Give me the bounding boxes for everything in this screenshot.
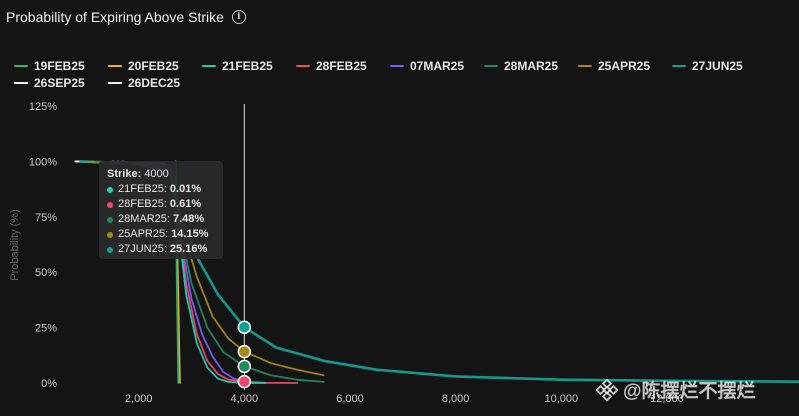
legend-swatch [14,65,28,67]
tooltip-label: 27JUN25: [118,243,167,255]
legend-item-07mar25[interactable]: 07MAR25 [390,59,484,73]
legend-swatch [296,65,310,67]
watermark: @陈摆烂不摆烂 [596,376,756,403]
legend-label: 28FEB25 [316,59,367,73]
legend-label: 20FEB25 [128,59,179,73]
legend-item-21feb25[interactable]: 21FEB25 [202,59,296,73]
y-tick-label: 100% [29,156,57,168]
legend-item-28mar25[interactable]: 28MAR25 [484,59,578,73]
legend-swatch [108,82,122,84]
x-tick-label: 8,000 [442,393,470,405]
tooltip-value: 14.15% [171,228,209,240]
legend-label: 07MAR25 [410,59,465,73]
y-axis-label: Probability (%) [9,209,21,281]
legend-swatch [672,65,686,67]
tooltip-dot [107,231,113,238]
legend: 19FEB25 20FEB25 21FEB25 28FEB25 07MAR25 28MAR… [14,59,784,90]
tooltip-row-27jun25: 27JUN25: 25.16% [107,242,215,257]
y-tick-label: 25% [35,323,57,335]
legend-item-19feb25[interactable]: 19FEB25 [14,59,108,73]
tooltip-row-25apr25: 25APR25: 14.15% [107,227,215,242]
tooltip-label: 28FEB25: [118,198,167,210]
tooltip-dot [107,216,113,223]
tooltip-strike-label: Strike: [107,168,142,180]
legend-swatch [484,65,498,67]
chart-header: Probability of Expiring Above Strike i [6,9,246,25]
legend-swatch [14,82,28,84]
tooltip-label: 28MAR25: [118,213,170,225]
y-tick-label: 50% [35,267,57,279]
y-tick-label: 0% [41,378,57,390]
legend-label: 21FEB25 [222,59,273,73]
tooltip-dot [107,186,113,193]
binance-logo-icon [596,378,618,401]
tooltip-label: 25APR25: [118,228,169,240]
x-tick-label: 10,000 [544,393,578,405]
tooltip-value: 7.48% [172,213,205,225]
legend-label: 27JUN25 [692,59,743,73]
crosshair-marker-27jun25 [237,320,252,334]
legend-item-26sep25[interactable]: 26SEP25 [14,76,108,90]
crosshair-marker-28feb25 [237,374,252,389]
legend-swatch [108,65,122,67]
tooltip-value: 25.16% [169,243,208,255]
legend-swatch [578,65,592,67]
legend-item-28feb25[interactable]: 28FEB25 [296,59,390,73]
y-tick-label: 125% [29,101,57,113]
tooltip-dot [107,201,113,208]
legend-label: 26DEC25 [128,76,181,90]
legend-item-26dec25[interactable]: 26DEC25 [108,76,202,90]
legend-label: 28MAR25 [504,59,559,73]
x-tick-label: 6,000 [336,393,364,405]
tooltip-value: 0.61% [169,198,202,210]
legend-item-20feb25[interactable]: 20FEB25 [108,59,202,73]
watermark-text: @陈摆烂不摆烂 [623,381,756,402]
legend-label: 26SEP25 [34,76,85,90]
x-tick-label: 4,000 [231,393,259,405]
legend-label: 19FEB25 [34,59,85,73]
tooltip-row-28feb25: 28FEB25: 0.61% [107,197,215,212]
info-icon[interactable]: i [231,10,246,24]
y-tick-label: 75% [35,212,57,224]
tooltip-label: 21FEB25: [118,183,167,195]
tooltip-dot [107,246,113,253]
tooltip-value: 0.01% [169,183,202,195]
legend-swatch [202,65,216,67]
x-tick-label: 2,000 [125,393,153,405]
tooltip-row-28mar25: 28MAR25: 7.48% [107,212,215,227]
tooltip-strike-value: 4000 [144,168,169,180]
x-tick-label: 12,000 [650,393,684,405]
legend-swatch [390,65,404,67]
tooltip-row-21feb25: 21FEB25: 0.01% [107,182,215,197]
legend-item-25apr25[interactable]: 25APR25 [578,59,672,73]
chart-tooltip: Strike: 4000 21FEB25: 0.01% 28FEB25: 0.61% 2… [99,161,223,259]
legend-item-27jun25[interactable]: 27JUN25 [672,59,766,73]
crosshair-marker-25apr25 [237,344,252,359]
page-title: Probability of Expiring Above Strike [6,9,224,25]
legend-label: 25APR25 [598,59,651,73]
crosshair-marker-28mar25 [237,359,252,374]
